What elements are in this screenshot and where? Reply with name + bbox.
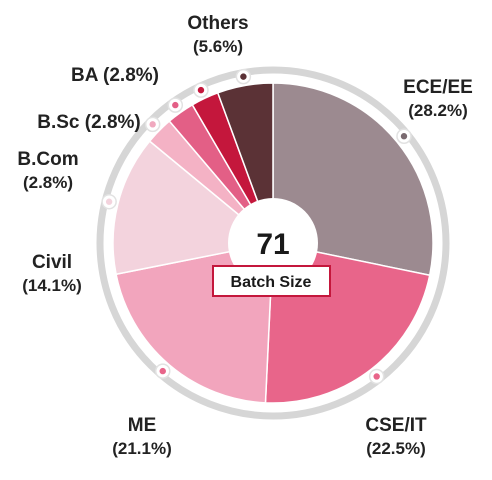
slice-marker-dot-ece-ee (400, 133, 408, 140)
center-label: Batch Size (231, 274, 312, 291)
labels-group: ECE/EE (28.2%) CSE/IT (22.5%) ME (21.1%) Civil… (17, 13, 472, 458)
slice-label-me: ME (128, 415, 157, 436)
slice-marker-dot-b-sc (172, 101, 179, 109)
slice-marker-dot-others (240, 73, 247, 80)
slice-label-civil: Civil (32, 252, 72, 273)
slice-marker-dot-b-com (149, 121, 156, 128)
center-label-box (212, 265, 331, 297)
slice-percent-me: (21.1%) (112, 439, 172, 458)
slice-percent-b-com: (2.8%) (23, 173, 73, 192)
slice-marker-dot-ba (197, 86, 205, 94)
slice-percent-civil: (14.1%) (22, 276, 82, 295)
slice-percent-ece-ee: (28.2%) (408, 101, 468, 120)
slice-label-ba: BA (2.8%) (71, 65, 159, 86)
slice-percent-cse-it: (22.5%) (366, 439, 426, 458)
slice-marker-dot-me (159, 367, 166, 375)
markers-group (101, 68, 412, 385)
slice-label-cse-it: CSE/IT (365, 415, 427, 436)
slice-marker-dot-cse-it (373, 373, 380, 380)
slice-percent-others: (5.6%) (193, 37, 243, 56)
slice-marker-dot-civil (105, 198, 113, 205)
slice-label-others: Others (187, 13, 248, 34)
center-value: 71 (256, 228, 289, 261)
center-badge: 71 Batch Size (212, 198, 331, 297)
slice-label-b-sc: B.Sc (2.8%) (37, 112, 140, 133)
slice-label-ece-ee: ECE/EE (403, 77, 473, 98)
slice-label-b-com: B.Com (17, 149, 78, 170)
